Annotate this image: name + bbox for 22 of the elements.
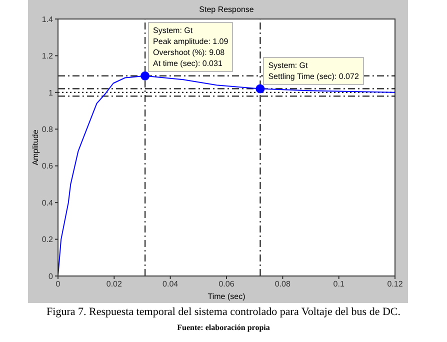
x-tick-label: 0.12 bbox=[387, 280, 404, 289]
x-tick-label: 0.04 bbox=[162, 280, 179, 289]
y-tick-label: 0.6 bbox=[42, 162, 54, 171]
x-axis-title: Time (sec) bbox=[208, 292, 246, 301]
x-tick-label: 0 bbox=[56, 280, 61, 289]
annotation: System: Gt Peak amplitude: 1.09 Overshoot (%): 9.08 At time (sec): 0.031 bbox=[153, 24, 228, 69]
annotation: System: Gt Settling Time (sec): 0.072 bbox=[268, 60, 359, 82]
y-tick-label: 1.2 bbox=[42, 52, 54, 61]
y-tick-label: 1.4 bbox=[42, 14, 54, 24]
x-tick-label: 0.1 bbox=[333, 280, 345, 289]
y-tick-label: 0.4 bbox=[42, 198, 54, 208]
source-note: Fuente: elaboración propia bbox=[176, 323, 271, 332]
y-tick-label: 1 bbox=[48, 88, 54, 98]
x-tick-label: 0.06 bbox=[218, 280, 235, 289]
x-tick-label: 0.02 bbox=[106, 280, 122, 289]
y-tick-label: 0.2 bbox=[42, 235, 54, 244]
y-tick-label: 0.8 bbox=[42, 124, 54, 134]
y-tick-label: 0 bbox=[48, 272, 54, 281]
x-tick-label: 0.08 bbox=[274, 280, 291, 289]
y-axis-title: Amplitude bbox=[31, 129, 40, 166]
chart-title: Step Response bbox=[199, 5, 254, 14]
text: Figura 7. Respuesta temporal del sistema controlado para Voltaje del bus de DC. bbox=[46, 306, 402, 318]
